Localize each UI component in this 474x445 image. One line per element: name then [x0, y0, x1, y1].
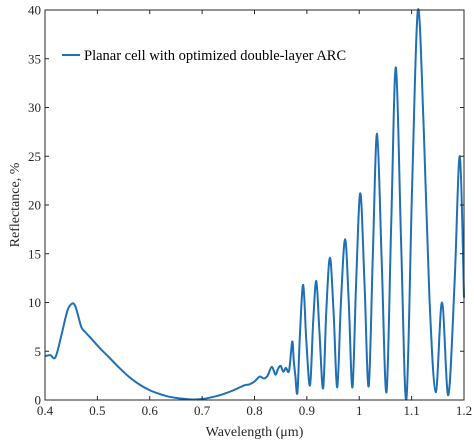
x-tick-label: 1: [356, 403, 363, 418]
y-tick-label: 0: [35, 393, 42, 408]
legend-label: Planar cell with optimized double-layer …: [84, 48, 346, 64]
x-tick-label: 0.9: [299, 403, 315, 418]
plot-layer: [44, 8, 465, 401]
series-line-0: [44, 8, 465, 401]
x-axis-label: Wavelength (μm): [206, 425, 304, 440]
y-tick-label: 10: [28, 295, 41, 310]
legend: Planar cell with optimized double-layer …: [62, 48, 346, 64]
y-axis-label: Reflectance, %: [8, 162, 23, 247]
y-tick-label: 15: [28, 246, 41, 261]
x-tick-label: 0.6: [142, 403, 159, 418]
x-tick-label: 0.8: [246, 403, 262, 418]
y-tick-label: 25: [28, 149, 41, 164]
y-tick-label: 35: [28, 51, 41, 66]
y-tick-label: 40: [28, 3, 41, 18]
y-tick-label: 5: [35, 344, 42, 359]
x-tick-label: 0.5: [89, 403, 105, 418]
ticks-layer: 0.4 0.5 0.6 0.7 0.8 0.9 1 1.1 1.2 0 5 10 15 20 25 30 35 4…: [28, 3, 472, 419]
y-tick-label: 20: [28, 198, 41, 213]
y-tick-label: 30: [28, 100, 41, 115]
x-tick-label: 1.1: [404, 403, 420, 418]
x-tick-label: 0.4: [37, 403, 54, 418]
x-tick-label: 1.2: [456, 403, 472, 418]
x-tick-label: 0.7: [194, 403, 211, 418]
